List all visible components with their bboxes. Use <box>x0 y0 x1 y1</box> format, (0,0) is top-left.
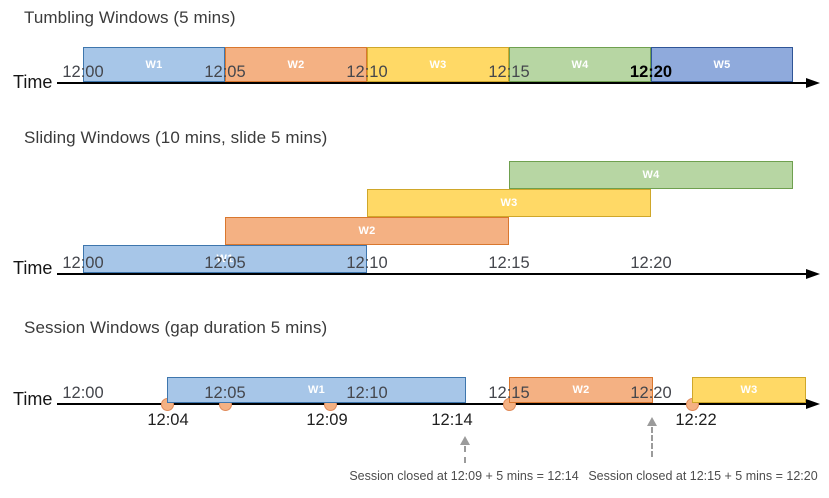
session-window-w2: W2 <box>509 377 653 403</box>
session-close-arrow-line <box>464 446 466 463</box>
session-close-arrow-line <box>651 427 653 457</box>
session-close-arrow-icon <box>460 436 470 445</box>
session-close-annotation: Session closed at 12:15 + 5 mins = 12:20 <box>588 469 818 483</box>
axis-tick: 12:00 <box>62 63 104 81</box>
session-window-w3: W3 <box>692 377 806 403</box>
event-time-label: 12:14 <box>431 411 473 429</box>
window-label: W3 <box>740 384 758 396</box>
time-axis-line <box>57 82 806 84</box>
tumbling-window-w3: W3 <box>367 47 509 82</box>
sliding-title: Sliding Windows (10 mins, slide 5 mins) <box>24 128 328 147</box>
event-time-label: 12:22 <box>675 411 717 429</box>
event-time-label: 12:04 <box>147 411 189 429</box>
arrowhead-icon <box>806 78 820 88</box>
sliding-window-w2: W2 <box>225 217 509 245</box>
tumbling-window-w5: W5 <box>651 47 793 82</box>
axis-tick: 12:10 <box>346 384 388 402</box>
time-axis-line <box>57 273 806 275</box>
axis-tick: 12:20 <box>630 384 672 402</box>
sliding-window-w3: W3 <box>367 189 651 217</box>
axis-tick: 12:20 <box>630 254 672 272</box>
window-label: W4 <box>571 58 589 71</box>
window-label: W1 <box>216 253 234 265</box>
sliding-window-w4: W4 <box>509 161 793 189</box>
window-label: W2 <box>572 384 590 396</box>
window-label: W5 <box>713 58 731 71</box>
time-axis-label: Time <box>13 389 53 409</box>
window-label: W1 <box>145 58 163 71</box>
window-label: W2 <box>287 58 305 71</box>
axis-tick: 12:00 <box>62 384 104 402</box>
axis-tick: 12:20 <box>629 63 673 81</box>
session-close-annotation: Session closed at 12:09 + 5 mins = 12:14 <box>349 469 579 483</box>
arrowhead-icon <box>806 269 820 279</box>
session-close-arrow-icon <box>647 417 657 426</box>
window-label: W3 <box>500 197 518 209</box>
axis-tick: 12:10 <box>346 63 388 81</box>
sliding-window-w1: W1 <box>83 245 367 273</box>
axis-tick: 12:15 <box>488 63 530 81</box>
window-label: W2 <box>358 225 376 237</box>
session-title: Session Windows (gap duration 5 mins) <box>24 318 328 337</box>
axis-tick: 12:05 <box>204 63 246 81</box>
axis-tick: 12:15 <box>488 254 530 272</box>
axis-tick: 12:10 <box>346 254 388 272</box>
tumbling-title: Tumbling Windows (5 mins) <box>24 8 236 27</box>
arrowhead-icon <box>806 399 820 409</box>
time-axis-label: Time <box>13 258 53 278</box>
window-label: W3 <box>429 58 447 71</box>
window-label: W1 <box>307 384 326 396</box>
time-axis-line <box>57 403 806 405</box>
tumbling-window-w1: W1 <box>83 47 225 82</box>
time-axis-label: Time <box>13 72 53 92</box>
tumbling-window-w4: W4 <box>509 47 651 82</box>
axis-tick: 12:05 <box>204 254 246 272</box>
tumbling-window-w2: W2 <box>225 47 367 82</box>
window-label: W4 <box>642 169 660 181</box>
axis-tick: 12:15 <box>488 384 530 402</box>
event-time-label: 12:09 <box>306 411 348 429</box>
axis-tick: 12:05 <box>204 384 246 402</box>
axis-tick: 12:00 <box>62 254 104 272</box>
session-window-w1: W1 <box>167 377 466 403</box>
